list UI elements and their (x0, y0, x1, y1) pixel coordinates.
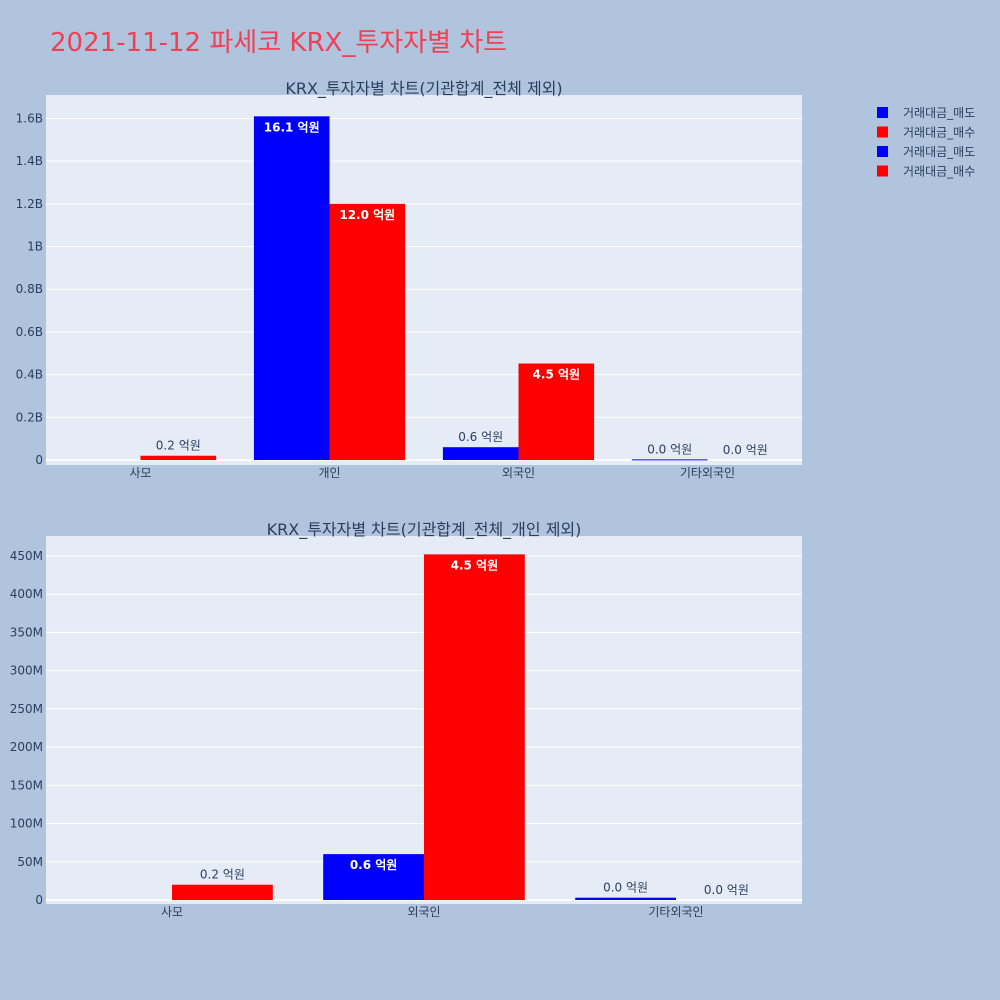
bar (253, 116, 330, 460)
page-title: 2021-11-12 파세코 KRX_투자자별 차트 (50, 28, 508, 58)
y-tick-label: 50M (17, 855, 43, 869)
y-tick-label: 0.6B (16, 325, 43, 339)
data-label: 4.5 억원 (533, 368, 581, 382)
data-label: 0.0 억원 (603, 881, 648, 895)
bar (329, 203, 406, 460)
y-tick-label: 0 (35, 453, 43, 467)
legend-swatch[interactable] (877, 126, 888, 138)
bar (442, 447, 519, 460)
legend-item[interactable]: 거래대금_매수 (903, 126, 975, 140)
y-tick-label: 0.8B (16, 282, 43, 296)
data-label: 0.0 억원 (647, 442, 692, 456)
legend-item[interactable]: 거래대금_매도 (903, 106, 975, 120)
data-label: 0.2 억원 (156, 439, 201, 453)
legend-swatch[interactable] (877, 146, 888, 157)
x-tick-label: 외국인 (502, 466, 535, 480)
data-label: 0.0 억원 (704, 883, 749, 897)
chart-panel-1: 0 0.2B 0.4B 0.6B 0.8B 1B 1.2B 1.4B 1.6B KRX_투자자별 … (16, 79, 802, 480)
y-tick-label: 1.4B (16, 154, 43, 168)
plot-area (46, 95, 802, 465)
bar (140, 455, 217, 460)
y-tick-label: 0.4B (16, 368, 43, 382)
y-tick-label: 1.6B (16, 111, 43, 125)
bar (631, 459, 708, 461)
data-label: 0.6 억원 (458, 430, 503, 444)
y-tick-label: 100M (10, 817, 43, 831)
y-tick-label: 400M (10, 587, 43, 601)
y-tick-label: 1.2B (16, 197, 43, 211)
y-tick-label: 0 (35, 893, 43, 907)
bar (518, 363, 595, 460)
x-tick-label: 사모 (161, 905, 183, 919)
data-label: 16.1 억원 (264, 120, 320, 134)
bar (172, 884, 273, 900)
data-label: 0.2 억원 (200, 868, 245, 882)
legend-item[interactable]: 거래대금_매수 (903, 165, 975, 179)
x-tick-label: 외국인 (407, 905, 440, 919)
data-label: 0.0 억원 (723, 443, 768, 457)
y-tick-label: 450M (10, 549, 43, 563)
y-tick-label: 300M (10, 664, 43, 678)
y-tick-label: 1B (27, 240, 43, 254)
bar (424, 554, 525, 900)
x-tick-label: 기타외국인 (648, 905, 703, 919)
y-tick-label: 350M (10, 625, 43, 639)
y-tick-label: 0.2B (16, 410, 43, 424)
y-tick-label: 150M (10, 778, 43, 792)
x-tick-label: 기타외국인 (680, 466, 735, 480)
subplot-title: KRX_투자자별 차트(기관합계_전체 제외) (285, 79, 562, 99)
data-label: 4.5 억원 (451, 558, 499, 572)
data-label: 0.6 억원 (350, 858, 398, 872)
y-tick-label: 250M (10, 702, 43, 716)
chart-panel-2: 0 50M 100M 150M 200M 250M 300M 350M 400M 450M KRX_… (10, 520, 802, 919)
x-tick-label: 사모 (129, 466, 151, 480)
x-tick-label: 개인 (318, 466, 340, 480)
legend-swatch[interactable] (877, 165, 888, 177)
subplot-title: KRX_투자자별 차트(기관합계_전체_개인 제외) (267, 520, 582, 540)
bar (575, 897, 676, 900)
bar (323, 854, 424, 900)
data-label: 12.0 억원 (339, 208, 395, 222)
legend-item[interactable]: 거래대금_매도 (903, 145, 975, 159)
legend-swatch[interactable] (877, 107, 888, 118)
y-tick-label: 200M (10, 740, 43, 754)
